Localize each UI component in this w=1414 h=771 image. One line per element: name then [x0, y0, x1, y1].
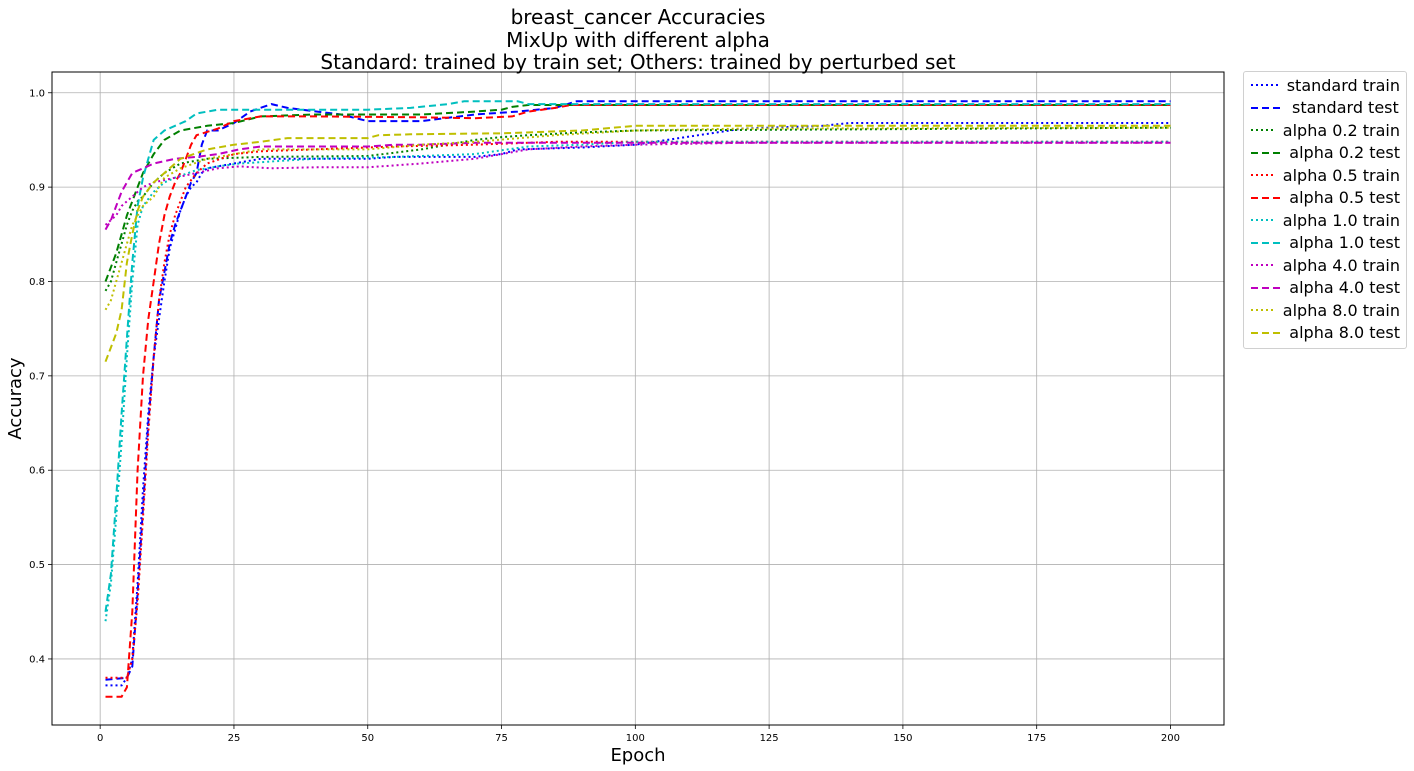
series-line-standard-train	[105, 122, 1171, 687]
chart-title-line-3: Standard: trained by train set; Others: …	[320, 50, 956, 74]
y-tick-label: 1.0	[29, 88, 45, 99]
series-lines	[104, 100, 1171, 698]
legend-swatch	[1251, 286, 1282, 289]
y-tick-label: 0.4	[29, 654, 45, 665]
legend-swatch	[1251, 129, 1275, 132]
legend-label: alpha 4.0 train	[1282, 255, 1400, 275]
x-tick-label: 25	[228, 733, 241, 744]
x-tick-label: 175	[1027, 733, 1046, 744]
legend-label: alpha 0.5 train	[1282, 165, 1400, 185]
series-line-alpha-0-5-test	[105, 104, 1171, 698]
legend-swatch	[1251, 264, 1275, 267]
y-tick-label: 0.8	[29, 277, 45, 288]
y-tick-label: 0.5	[29, 560, 45, 571]
series-line-standard-test	[105, 100, 1171, 681]
legend-swatch	[1251, 241, 1282, 244]
y-axis-label: Accuracy	[5, 357, 26, 440]
legend-label: alpha 8.0 test	[1289, 323, 1400, 343]
legend-item: alpha 0.5 test	[1250, 187, 1400, 210]
y-axis-ticks: 0.4 0.5 0.6 0.7 0.8 0.9 1.0	[29, 88, 52, 665]
x-tick-label: 125	[760, 733, 779, 744]
grid	[52, 72, 1224, 725]
chart-title-line-1: breast_cancer Accuracies	[510, 5, 766, 29]
x-tick-label: 0	[97, 733, 103, 744]
legend-label: alpha 8.0 train	[1282, 300, 1400, 320]
legend-swatch	[1251, 196, 1282, 199]
series-line-alpha-1-0-test	[104, 100, 1171, 612]
legend-item: alpha 8.0 train	[1250, 299, 1400, 322]
legend-swatch	[1251, 309, 1275, 312]
legend-item: alpha 0.2 test	[1250, 142, 1400, 165]
series-line-alpha-0-2-train	[104, 126, 1171, 292]
x-axis-ticks: 0 25 50 75 100 125 150 175 200	[97, 725, 1180, 744]
series-line-alpha-0-2-test	[104, 104, 1171, 282]
legend-item: alpha 0.5 train	[1250, 164, 1400, 187]
legend-swatch	[1251, 219, 1275, 222]
legend-swatch	[1251, 106, 1283, 109]
y-tick-label: 0.9	[29, 183, 45, 194]
legend-item: alpha 1.0 test	[1250, 232, 1400, 255]
series-line-alpha-1-0-train	[104, 140, 1171, 622]
legend-swatch	[1251, 84, 1279, 87]
series-line-alpha-8-0-train	[104, 126, 1171, 311]
legend-item: alpha 4.0 train	[1250, 254, 1400, 277]
series-line-alpha-4-0-test	[104, 141, 1171, 231]
legend-item: alpha 8.0 test	[1250, 322, 1400, 345]
x-tick-label: 200	[1161, 733, 1180, 744]
x-tick-label: 100	[626, 733, 645, 744]
legend-item: standard test	[1250, 97, 1400, 120]
legend-label: alpha 0.2 test	[1289, 143, 1400, 163]
chart-legend: standard train standard test alpha 0.2 tra…	[1243, 71, 1407, 349]
series-line-alpha-8-0-test	[104, 124, 1171, 363]
legend-item: alpha 1.0 train	[1250, 209, 1400, 232]
legend-label: alpha 1.0 test	[1289, 233, 1400, 253]
legend-item: alpha 0.2 train	[1250, 119, 1400, 142]
chart-title-line-2: MixUp with different alpha	[506, 28, 770, 52]
x-tick-label: 150	[893, 733, 912, 744]
legend-label: alpha 4.0 test	[1289, 278, 1400, 298]
series-line-alpha-0-5-train	[105, 140, 1171, 679]
legend-label: alpha 1.0 train	[1282, 210, 1400, 230]
legend-label: alpha 0.2 train	[1282, 120, 1400, 140]
legend-item: standard train	[1250, 74, 1400, 97]
y-tick-label: 0.6	[29, 466, 45, 477]
legend-swatch	[1251, 174, 1275, 177]
y-tick-label: 0.7	[29, 371, 45, 382]
legend-label: alpha 0.5 test	[1289, 188, 1400, 208]
legend-label: standard train	[1286, 75, 1400, 95]
legend-swatch	[1251, 151, 1282, 154]
series-line-alpha-4-0-train	[104, 141, 1171, 226]
plot-frame	[51, 71, 1225, 726]
x-tick-label: 50	[361, 733, 374, 744]
x-axis-label: Epoch	[610, 745, 665, 766]
legend-swatch	[1251, 331, 1282, 334]
x-tick-label: 75	[495, 733, 508, 744]
legend-label: standard test	[1292, 98, 1399, 118]
legend-item: alpha 4.0 test	[1250, 277, 1400, 300]
